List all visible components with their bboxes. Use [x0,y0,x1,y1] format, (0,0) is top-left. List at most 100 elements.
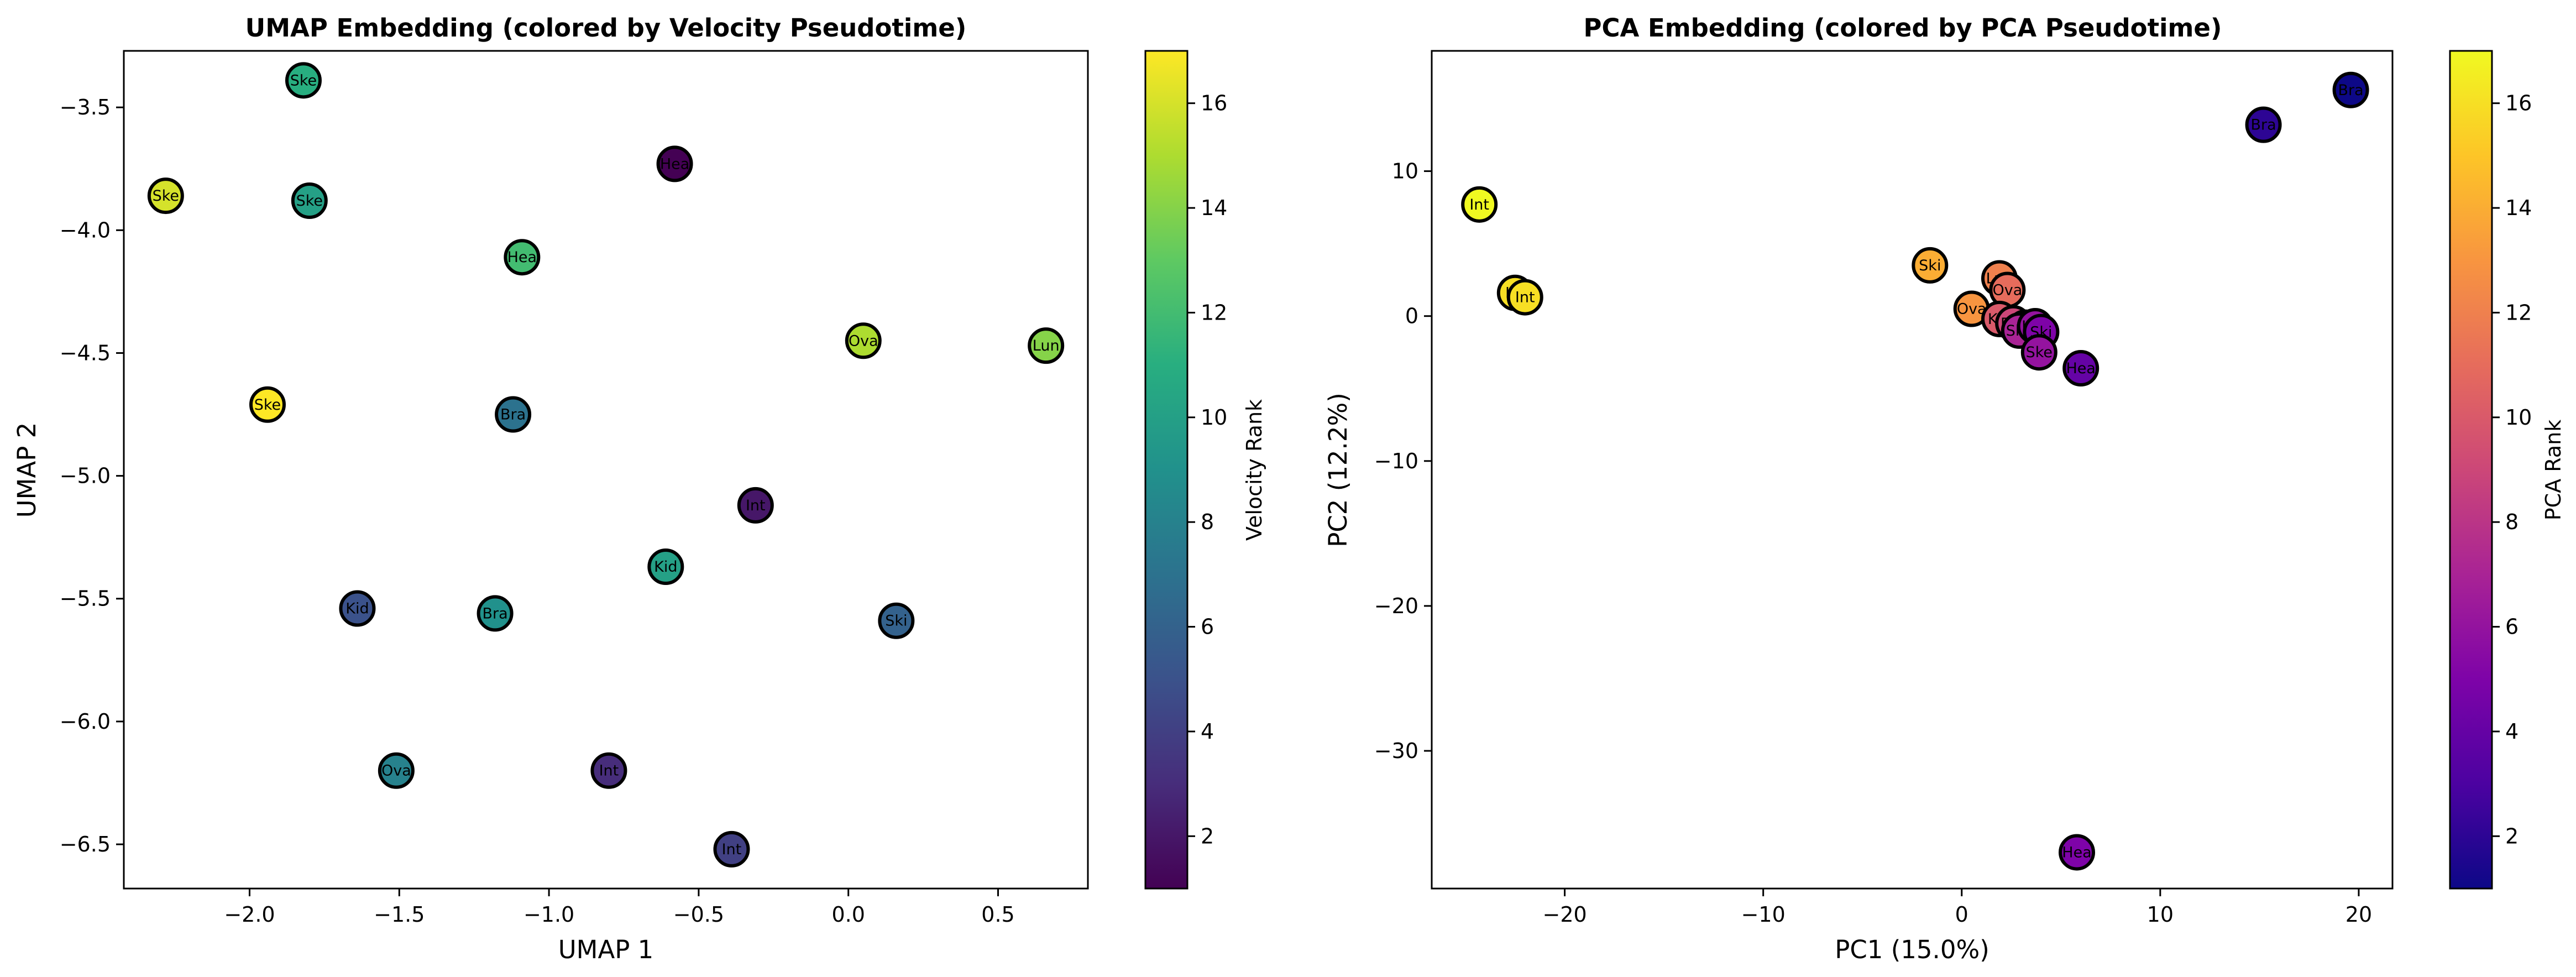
umap-xticks: −2.0 −1.5 −1.0 −0.5 0.0 0.5 [224,889,1015,927]
umap-ytick-label: −5.0 [60,464,111,488]
umap-point-marker [339,590,376,627]
umap-ytick-label: −4.5 [60,341,111,365]
pca-xtick-label: 10 [2147,902,2174,927]
umap-y-axis-label: UMAP 2 [12,422,41,518]
pca-plot-frame [1431,50,2394,890]
pca-xtick-label: −10 [1741,902,1786,927]
pca-point-label: Int [1515,289,1535,306]
umap-xtick-label: −1.5 [374,902,425,927]
umap-point: Ske [147,177,184,215]
pca-point-label: Ske [2026,344,2053,361]
umap-point-marker [291,182,328,220]
umap-point: Ske [285,62,322,99]
umap-plot-frame [123,50,1089,890]
umap-point-marker [656,145,693,182]
pca-point-marker [2062,350,2099,387]
umap-point-label: Lun [1033,337,1060,354]
velocity-colorbar-label: Velocity Rank [1242,399,1266,541]
pca-point: Bra [2332,71,2369,108]
pca-xtick-label: 20 [2345,902,2372,927]
pca-point-label: Bra [2251,117,2276,134]
pca-point: Ske [2020,334,2057,371]
umap-ytick-label: −3.5 [60,95,111,119]
velocity-colorbar [1144,50,1188,890]
pca-point-marker [1506,279,1543,316]
umap-point-label: Bra [500,406,526,424]
umap-colorbar-tick-label: 10 [1201,405,1227,430]
umap-point-label: Ova [381,762,411,780]
umap-points-layer: Ske Ske Ske Hea Hea Ova Lun Ske Bra Int Kid Kid Bra S… [147,62,1065,868]
umap-point-label: Ske [290,72,317,89]
umap-point-marker [878,602,915,639]
pca-point-label: Bra [2338,82,2364,99]
pca-ytick-label: −30 [1374,739,1418,763]
pca-colorbar-tick-label: 6 [2505,615,2519,639]
pca-panel: PCA Embedding (colored by PCA Pseudotime… [1323,13,2565,964]
umap-point-marker [845,322,882,359]
umap-point-marker [1028,327,1065,364]
umap-point: Ske [249,386,286,423]
umap-point-label: Int [599,762,619,780]
umap-yticks: −3.5 −4.0 −4.5 −5.0 −5.5 −6.0 −6.5 [60,95,124,856]
pca-ytick-label: 10 [1392,159,1418,184]
umap-point-marker [504,239,541,276]
umap-point: Kid [339,590,376,627]
umap-point: Hea [504,239,541,276]
umap-point: Bra [495,396,532,433]
pca-point: Hea [2062,350,2099,387]
umap-colorbar-tick-label: 2 [1201,824,1214,848]
umap-ytick-label: −4.0 [60,218,111,242]
pca-point: Ski [1912,247,1949,284]
umap-point-marker [495,396,532,433]
pca-point-marker [2245,106,2282,143]
pca-colorbar-ticks: 2 4 6 8 10 12 14 16 [2492,91,2532,848]
umap-point-marker [249,386,286,423]
umap-colorbar-tick-label: 4 [1201,719,1214,744]
pca-colorbar-tick-label: 12 [2505,300,2532,325]
pca-ytick-label: −20 [1374,594,1418,618]
umap-point-marker [713,830,750,868]
umap-colorbar-tick-label: 14 [1201,196,1227,220]
pca-ytick-label: −10 [1374,449,1418,473]
umap-point-label: Kid [654,558,677,576]
umap-ytick-label: −6.0 [60,709,111,734]
pca-point: Int [1506,279,1543,316]
umap-point: Lun [1028,327,1065,364]
umap-point-label: Ske [296,192,323,210]
pca-point-marker [1912,247,1949,284]
umap-point-label: Int [746,497,766,514]
umap-point-marker [737,487,774,524]
pca-point-marker [1461,186,1498,223]
umap-colorbar-tick-label: 16 [1201,91,1227,116]
umap-xtick-label: −1.0 [523,902,574,927]
umap-point: Int [590,752,627,789]
pca-point-label: Hea [2066,360,2095,377]
pca-point-marker [2332,71,2369,108]
pca-point-label: Ova [1957,301,1987,318]
umap-point: Ova [845,322,882,359]
umap-point: Int [737,487,774,524]
umap-point-label: Hea [660,155,689,173]
umap-point-label: Kid [345,600,369,618]
pca-colorbar-tick-label: 8 [2505,510,2519,534]
pca-point-label: Ski [1919,257,1941,274]
pca-x-axis-label: PC1 (15.0%) [1835,935,1989,964]
pca-point: Hea [2059,834,2096,871]
pca-point: Bra [2245,106,2282,143]
umap-point: Bra [477,595,514,632]
pca-colorbar-tick-label: 14 [2505,196,2532,220]
pca-point-marker [2020,334,2057,371]
umap-point-label: Ske [153,187,179,205]
umap-xtick-label: −2.0 [224,902,275,927]
umap-point: Kid [647,548,684,585]
pca-colorbar-tick-label: 4 [2505,719,2519,744]
pca-point-label: Hea [2062,844,2091,861]
pca-xticks: −20 −10 0 10 20 [1542,889,2372,927]
pca-point-label: Int [1469,196,1489,213]
umap-point: Ske [291,182,328,220]
umap-ytick-label: −5.5 [60,587,111,611]
pca-colorbar-tick-label: 10 [2505,405,2532,430]
umap-point-marker [147,177,184,215]
umap-colorbar-tick-label: 12 [1201,300,1227,325]
